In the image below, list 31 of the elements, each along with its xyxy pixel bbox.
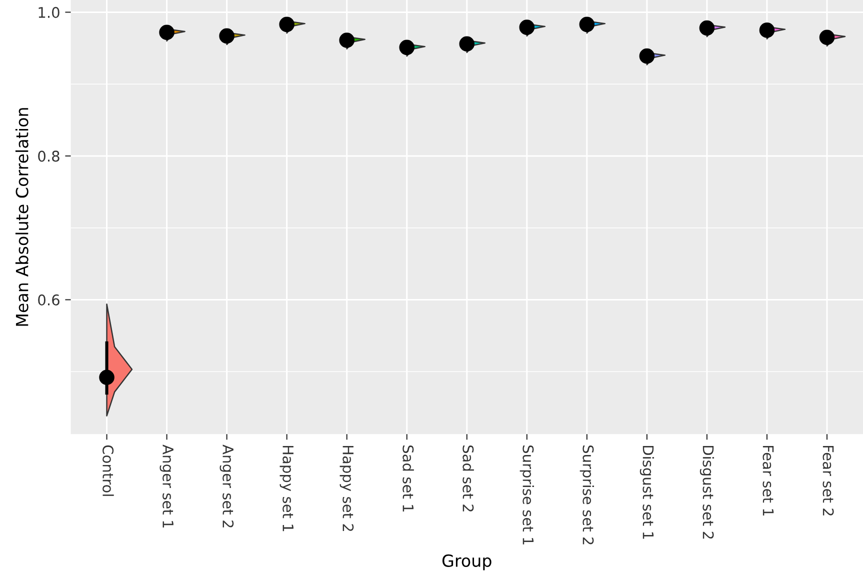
x-tick-label: Sad set 2 [462, 446, 474, 512]
point [819, 30, 835, 46]
x-tick-label: Disgust set 1 [640, 446, 654, 539]
x-tick-label: Disgust set 2 [700, 446, 714, 539]
y-tick-label: 1.0 [38, 6, 60, 18]
x-tick-label: Happy set 2 [340, 446, 354, 531]
point [759, 22, 775, 38]
x-tick-label: Sad set 1 [402, 446, 414, 512]
point [399, 40, 415, 56]
point [639, 48, 655, 64]
x-tick-label: Happy set 1 [280, 446, 294, 532]
point [279, 16, 294, 32]
y-tick-label: 0.6 [38, 294, 60, 306]
x-tick-label: Fear set 2 [822, 446, 834, 516]
point [579, 16, 595, 32]
x-tick-label: Anger set 1 [160, 444, 174, 528]
x-tick-label: Surprise set 1 [520, 446, 534, 544]
x-axis-title: Group [442, 554, 492, 570]
point [459, 36, 475, 52]
x-tick-label: Fear set 1 [762, 446, 774, 516]
point [699, 20, 715, 36]
point [219, 28, 234, 44]
x-tick-label: Control [102, 445, 114, 496]
x-tick-label: Surprise set 2 [580, 446, 594, 544]
point [99, 370, 114, 385]
y-tick-label: 0.8 [38, 150, 60, 162]
point [339, 32, 354, 48]
y-axis-title: Mean Absolute Correlation [15, 108, 28, 326]
point [159, 24, 174, 40]
x-tick-label: Anger set 2 [220, 444, 234, 528]
point [519, 20, 535, 35]
